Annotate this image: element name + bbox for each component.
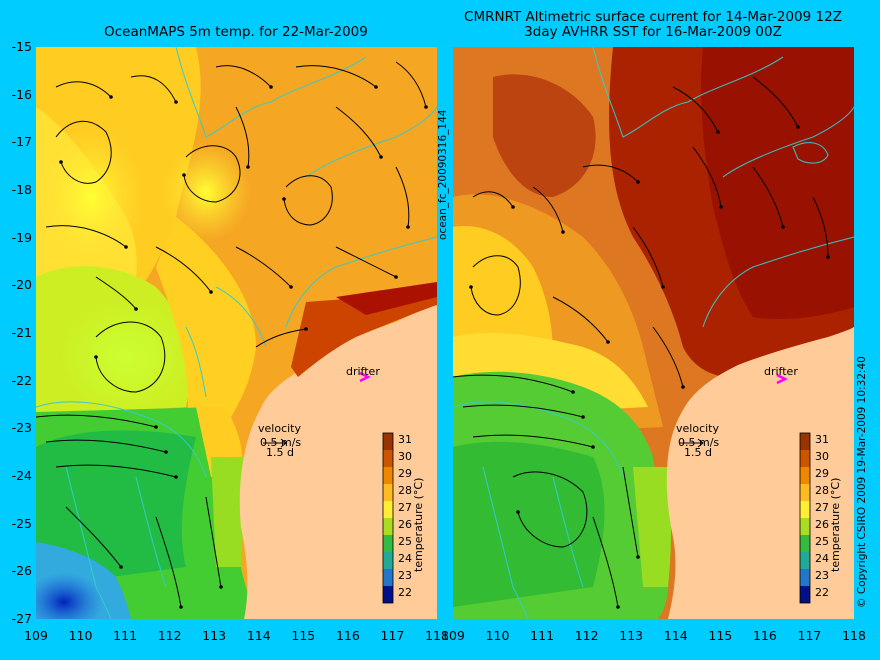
right-map-title-line1: CMRNRT Altimetric surface current for 14… xyxy=(464,9,842,25)
x-tick-label: 110 xyxy=(68,628,93,643)
left-map-title: OceanMAPS 5m temp. for 22-Mar-2009 xyxy=(104,24,368,40)
x-tick-label: 110 xyxy=(485,628,510,643)
y-tick-label: -21 xyxy=(11,325,32,340)
colorbar-tick-label: 30 xyxy=(398,450,412,463)
right-velocity-scale-arrow xyxy=(680,438,704,448)
x-tick-label: 115 xyxy=(291,628,316,643)
y-tick-label: -26 xyxy=(11,563,32,579)
colorbar-tick-label: 25 xyxy=(815,535,829,548)
y-tick-label: -22 xyxy=(11,372,32,388)
x-tick-label: 118 xyxy=(425,628,449,643)
x-tick-label: 116 xyxy=(335,628,360,643)
x-tick-label: 115 xyxy=(708,628,733,643)
copyright-label: © Copyright CSIRO 2009 19-Mar-2009 10:32… xyxy=(856,356,868,608)
colorbar-tick-label: 29 xyxy=(815,467,829,480)
colorbar-tick-label: 27 xyxy=(398,501,412,514)
right-colorbar xyxy=(799,432,811,604)
x-tick-label: 109 xyxy=(24,628,48,643)
left-colorbar-label: temperature (°C) xyxy=(412,477,425,572)
y-tick-label: -15 xyxy=(11,39,32,54)
left-velocity-time: 1.5 d xyxy=(266,446,294,459)
colorbar-tick-label: 23 xyxy=(398,569,412,582)
x-tick-label: 116 xyxy=(752,628,777,643)
colorbar-tick-label: 31 xyxy=(815,433,829,446)
colorbar-tick-label: 27 xyxy=(815,501,829,514)
forecast-id-label: ocean_fc_20090316_144 xyxy=(437,109,449,240)
colorbar-tick-label: 30 xyxy=(815,450,829,463)
x-tick-label: 109 xyxy=(441,628,465,643)
colorbar-tick-label: 23 xyxy=(815,569,829,582)
x-tick-label: 113 xyxy=(619,628,644,643)
right-colorbar-label: temperature (°C) xyxy=(829,477,842,572)
y-tick-label: -23 xyxy=(11,420,32,436)
left-colorbar xyxy=(382,432,394,604)
x-tick-label: 111 xyxy=(113,628,138,643)
colorbar-tick-label: 26 xyxy=(815,518,829,531)
x-tick-label: 117 xyxy=(380,628,405,643)
left-map-panel xyxy=(36,47,437,619)
y-tick-label: -24 xyxy=(11,468,32,483)
colorbar-tick-label: 28 xyxy=(815,484,829,497)
y-tick-label: -27 xyxy=(11,611,32,626)
colorbar-tick-label: 25 xyxy=(398,535,412,548)
left-map-svg xyxy=(36,47,437,619)
right-current-vectors xyxy=(453,76,829,608)
colorbar-tick-label: 26 xyxy=(398,518,412,531)
colorbar-tick-label: 24 xyxy=(815,552,829,565)
left-drifter-label: drifter xyxy=(346,365,380,378)
right-map-svg xyxy=(453,47,854,619)
x-tick-label: 112 xyxy=(574,628,599,643)
left-velocity-scale-arrow xyxy=(263,438,287,448)
y-tick-label: -16 xyxy=(11,86,32,102)
colorbar-tick-label: 28 xyxy=(398,484,412,497)
left-current-vectors xyxy=(36,61,427,608)
right-velocity-speed: 0.5 m/s xyxy=(678,436,720,449)
right-map-title-line2: 3day AVHRR SST for 16-Mar-2009 00Z xyxy=(524,24,782,40)
x-tick-label: 111 xyxy=(530,628,555,643)
x-tick-label: 118 xyxy=(842,628,866,643)
y-tick-label: -19 xyxy=(11,229,32,245)
colorbar-tick-label: 22 xyxy=(815,586,829,599)
y-tick-label: -20 xyxy=(11,277,32,293)
left-velocity-label: velocity xyxy=(258,422,301,435)
y-tick-label: -25 xyxy=(11,515,32,531)
colorbar-tick-label: 31 xyxy=(398,433,412,446)
y-tick-label: -18 xyxy=(11,182,32,197)
x-tick-label: 114 xyxy=(246,628,271,643)
right-drifter-marker xyxy=(776,373,788,385)
right-drifter-label: drifter xyxy=(764,365,798,378)
left-drifter-marker xyxy=(359,371,371,383)
colorbar-tick-label: 24 xyxy=(398,552,412,565)
y-tick-label: -17 xyxy=(11,134,32,150)
left-velocity-speed: 0.5 m/s xyxy=(260,436,302,449)
right-map-panel xyxy=(453,47,854,619)
right-velocity-time: 1.5 d xyxy=(684,446,712,459)
x-tick-label: 117 xyxy=(797,628,822,643)
x-tick-label: 113 xyxy=(202,628,227,643)
colorbar-tick-label: 29 xyxy=(398,467,412,480)
colorbar-tick-label: 22 xyxy=(398,586,412,599)
x-tick-label: 112 xyxy=(157,628,182,643)
x-tick-label: 114 xyxy=(663,628,688,643)
right-velocity-label: velocity xyxy=(676,422,719,435)
